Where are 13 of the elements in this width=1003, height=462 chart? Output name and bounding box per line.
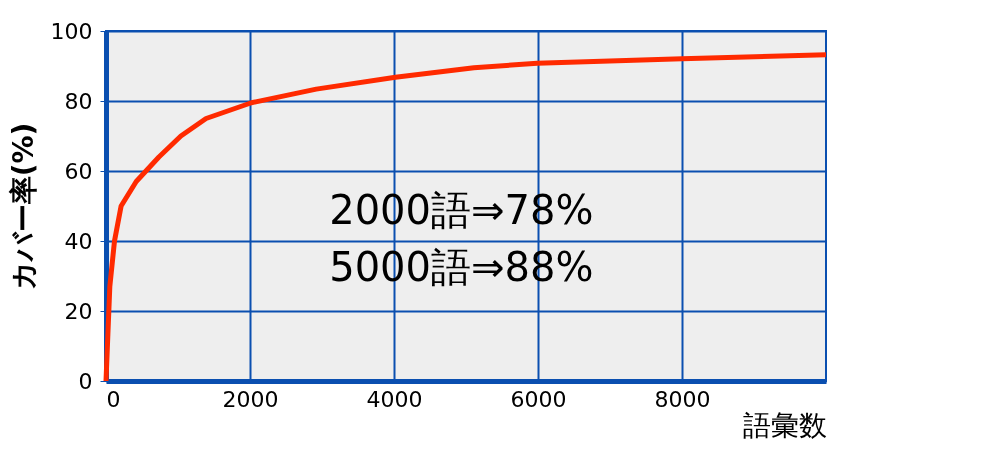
y-tick-label: 40 <box>64 228 93 254</box>
y-tick-label: 60 <box>64 158 93 184</box>
y-tick-label: 100 <box>50 18 93 44</box>
x-tick-label: 6000 <box>510 386 567 412</box>
y-tick-label: 80 <box>64 88 93 114</box>
y-tick-label: 20 <box>64 298 93 324</box>
x-tick-label: 8000 <box>654 386 711 412</box>
x-tick-label: 2000 <box>222 386 279 412</box>
x-tick-label: 4000 <box>366 386 423 412</box>
y-axis-title: カバー率(%) <box>6 122 40 291</box>
x-axis-title: 語彙数 <box>742 408 827 442</box>
x-tick-label: 0 <box>106 386 121 412</box>
y-tick-label: 0 <box>78 368 93 394</box>
